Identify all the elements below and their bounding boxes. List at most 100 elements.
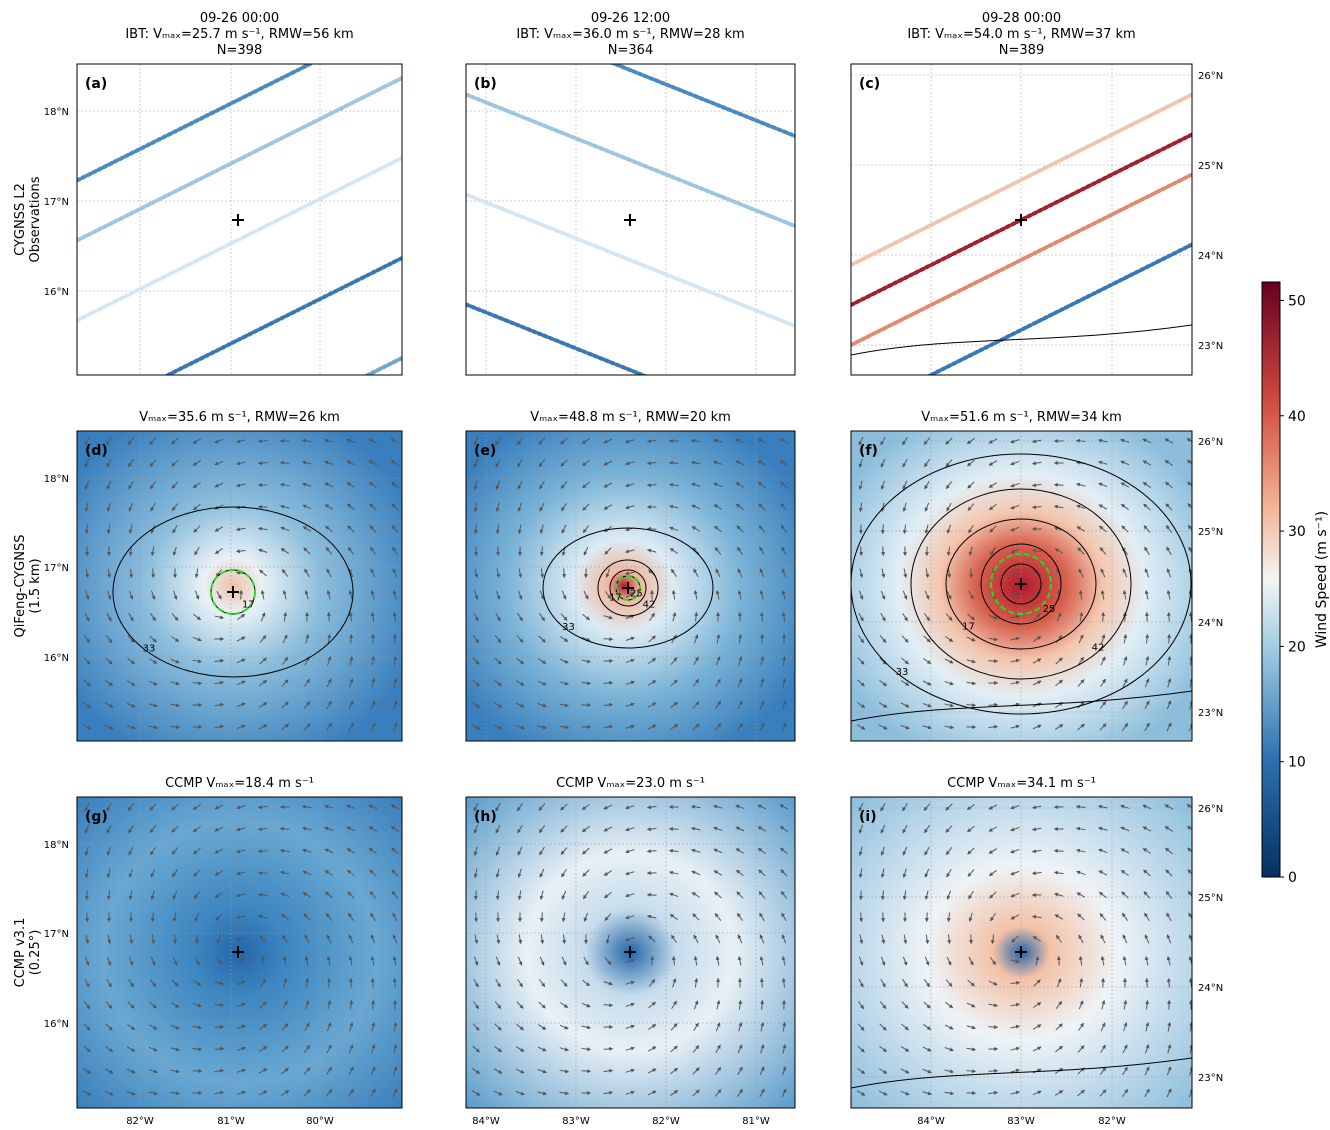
colorbar-tick-label: 10 <box>1288 755 1306 771</box>
wind-arrow <box>883 525 884 534</box>
lon-tick-label: 81°W <box>217 1116 245 1126</box>
lat-tick-label: 25°N <box>1198 527 1223 538</box>
wind-arrow <box>1147 979 1148 988</box>
wind-arrow <box>1055 485 1064 486</box>
lat-tick-label: 26°N <box>1198 437 1223 448</box>
panel-title: CCMP Vₘₐₓ=23.0 m s⁻¹ <box>556 776 705 791</box>
panel-content: 33 42 17 25 <box>851 431 1195 741</box>
row-label: CCMP v3.1 <box>13 918 28 988</box>
panel-background <box>466 431 795 741</box>
column-title: 09-26 12:00 <box>591 11 670 26</box>
colorbar-tick-label: 50 <box>1288 293 1306 309</box>
wind-arrow <box>281 829 290 830</box>
column-title: N=398 <box>217 43 262 58</box>
contour-label: 17 <box>242 599 255 610</box>
row-label: Observations <box>28 176 43 262</box>
figure: 09-26 00:00IBT: Vₘₐₓ=25.7 m s⁻¹, RMW=56 … <box>0 0 1330 1126</box>
panel-label: (h) <box>474 809 497 825</box>
lat-tick-label: 18°N <box>44 840 69 851</box>
panel-label: (f) <box>859 443 878 459</box>
contour-label: 42 <box>643 600 656 611</box>
column-title: IBT: Vₘₐₓ=54.0 m s⁻¹, RMW=37 km <box>907 27 1135 42</box>
panel-background <box>77 431 402 741</box>
column-title: N=364 <box>608 43 653 58</box>
wind-arrow <box>989 1027 998 1028</box>
wind-arrow <box>989 1071 998 1072</box>
contour-label: 33 <box>896 667 909 678</box>
wind-arrow <box>259 851 268 852</box>
lat-tick-label: 17°N <box>44 197 69 208</box>
wind-arrow <box>927 913 928 922</box>
lon-tick-label: 83°W <box>562 1116 590 1126</box>
map-panel: 33 42 17 25 (f) <box>851 431 1195 741</box>
contour-label: 25 <box>630 588 643 599</box>
colorbar <box>1262 282 1280 877</box>
wind-arrow <box>259 463 268 464</box>
panel-label: (i) <box>859 809 877 825</box>
row-label: CYGNSS L2 <box>13 183 28 256</box>
map-panel: (b) <box>466 4 795 436</box>
lon-tick-label: 82°W <box>652 1116 680 1126</box>
lat-tick-label: 25°N <box>1198 161 1223 172</box>
lon-tick-label: 82°W <box>1098 1116 1126 1126</box>
lon-tick-label: 84°W <box>917 1116 945 1126</box>
contour-label: 17 <box>609 593 622 604</box>
wind-arrow <box>1055 851 1064 852</box>
lon-tick-label: 81°W <box>742 1116 770 1126</box>
wind-arrow <box>476 525 477 534</box>
panel-title: CCMP Vₘₐₓ=18.4 m s⁻¹ <box>165 776 314 791</box>
row-label: (0.25°) <box>28 930 43 976</box>
colorbar-tick-label: 40 <box>1288 409 1306 425</box>
map-panel: 33 17 (d) <box>77 431 402 741</box>
row-label: (1.5 km) <box>28 558 43 613</box>
column-title: IBT: Vₘₐₓ=36.0 m s⁻¹, RMW=28 km <box>516 27 744 42</box>
wind-arrow <box>1103 979 1104 988</box>
lat-tick-label: 16°N <box>44 287 69 298</box>
colorbar-tick-label: 0 <box>1288 870 1297 886</box>
lon-tick-label: 83°W <box>1007 1116 1035 1126</box>
lon-tick-label: 82°W <box>126 1116 154 1126</box>
contour-label: 42 <box>1092 643 1105 654</box>
contour-label: 33 <box>143 644 156 655</box>
wind-arrow <box>1169 635 1170 644</box>
wind-arrow <box>373 1001 374 1010</box>
lat-tick-label: 23°N <box>1198 708 1223 719</box>
column-title: 09-26 00:00 <box>200 11 279 26</box>
wind-arrow <box>476 547 477 556</box>
panel-label: (d) <box>85 443 108 459</box>
lat-tick-label: 23°N <box>1198 1073 1223 1084</box>
map-panel: (i) <box>851 797 1195 1108</box>
wind-arrow <box>1059 957 1060 966</box>
map-panel: (h) <box>466 797 795 1108</box>
map-panel: (g) <box>77 797 402 1108</box>
wind-arrow <box>237 939 246 940</box>
panel-title: Vₘₐₓ=48.8 m s⁻¹, RMW=20 km <box>530 410 731 425</box>
wind-arrow <box>762 635 763 644</box>
lon-tick-label: 80°W <box>306 1116 334 1126</box>
lat-tick-label: 26°N <box>1198 71 1223 82</box>
wind-arrow <box>648 485 657 486</box>
panel-label: (e) <box>474 443 496 459</box>
panel-content: 33 17 <box>77 431 402 741</box>
lat-tick-label: 23°N <box>1198 341 1223 352</box>
lat-tick-label: 25°N <box>1198 893 1223 904</box>
lat-tick-label: 17°N <box>44 929 69 940</box>
contour-label: 25 <box>1043 604 1056 615</box>
panel-title: Vₘₐₓ=51.6 m s⁻¹, RMW=34 km <box>921 410 1122 425</box>
panel-label: (a) <box>85 76 107 92</box>
colorbar-label: Wind Speed (m s⁻¹) <box>1314 511 1330 648</box>
wind-arrow <box>87 913 88 922</box>
panel-label: (g) <box>85 809 108 825</box>
wind-arrow <box>193 683 202 684</box>
wind-arrow <box>351 635 352 644</box>
lon-tick-label: 84°W <box>472 1116 500 1126</box>
lat-tick-label: 24°N <box>1198 983 1223 994</box>
column-title: IBT: Vₘₐₓ=25.7 m s⁻¹, RMW=56 km <box>125 27 353 42</box>
wind-arrow <box>87 891 88 900</box>
wind-arrow <box>241 591 242 600</box>
wind-arrow <box>989 705 998 706</box>
contour-label: 17 <box>962 622 975 633</box>
panel-title: Vₘₐₓ=35.6 m s⁻¹, RMW=26 km <box>139 410 340 425</box>
panel-content <box>851 64 1192 415</box>
